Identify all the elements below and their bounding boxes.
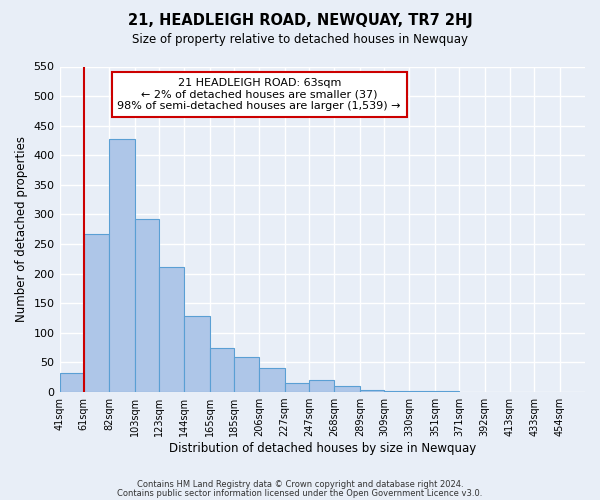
Bar — [384, 391, 409, 392]
Text: 21, HEADLEIGH ROAD, NEWQUAY, TR7 2HJ: 21, HEADLEIGH ROAD, NEWQUAY, TR7 2HJ — [128, 12, 472, 28]
Text: Contains HM Land Registry data © Crown copyright and database right 2024.: Contains HM Land Registry data © Crown c… — [137, 480, 463, 489]
Bar — [259, 368, 285, 392]
Bar — [409, 391, 435, 392]
Y-axis label: Number of detached properties: Number of detached properties — [15, 136, 28, 322]
Bar — [285, 383, 309, 392]
Bar — [159, 266, 184, 392]
X-axis label: Distribution of detached houses by size in Newquay: Distribution of detached houses by size … — [169, 442, 476, 455]
Text: Contains public sector information licensed under the Open Government Licence v3: Contains public sector information licen… — [118, 488, 482, 498]
Text: 21 HEADLEIGH ROAD: 63sqm
← 2% of detached houses are smaller (37)
98% of semi-de: 21 HEADLEIGH ROAD: 63sqm ← 2% of detache… — [118, 78, 401, 111]
Text: Size of property relative to detached houses in Newquay: Size of property relative to detached ho… — [132, 32, 468, 46]
Bar — [334, 386, 360, 392]
Bar — [59, 373, 84, 392]
Bar — [109, 138, 134, 392]
Bar — [234, 357, 259, 392]
Bar — [134, 219, 159, 392]
Bar — [309, 380, 334, 392]
Bar — [360, 390, 384, 392]
Bar — [209, 348, 234, 392]
Bar — [184, 316, 209, 392]
Bar — [84, 234, 109, 392]
